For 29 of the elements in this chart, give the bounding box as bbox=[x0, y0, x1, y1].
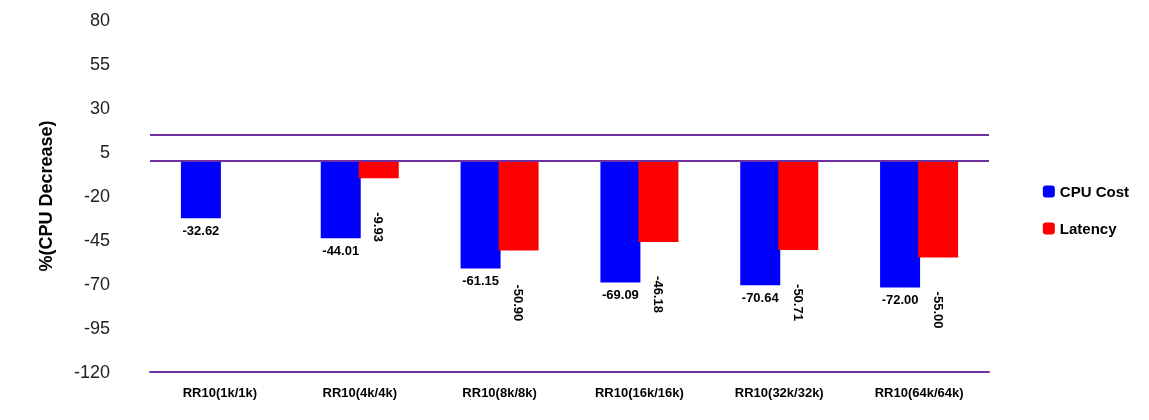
y-tick-label: -120 bbox=[73, 362, 110, 382]
y-tick-label: -45 bbox=[83, 230, 110, 250]
x-tick-label: RR10(8k/8k) bbox=[462, 385, 537, 400]
x-tick-label: RR10(16k/16k) bbox=[594, 385, 684, 400]
x-tick-label: RR10(32k/32k) bbox=[734, 385, 824, 400]
y-tick-label: 30 bbox=[89, 98, 110, 118]
data-label: -44.01 bbox=[322, 242, 360, 258]
data-label: -55.00 bbox=[930, 291, 946, 329]
data-label: -69.09 bbox=[601, 286, 639, 302]
data-label: -70.64 bbox=[741, 289, 780, 305]
data-label: -9.93 bbox=[371, 212, 387, 242]
y-tick-label: -70 bbox=[83, 274, 110, 294]
x-tick-label: RR10(64k/64k) bbox=[874, 385, 964, 400]
x-tick-label: RR10(1k/1k) bbox=[182, 385, 258, 400]
y-tick-label: 5 bbox=[99, 142, 110, 162]
y-tick-label: 55 bbox=[89, 54, 110, 74]
legend-label: Latency bbox=[1059, 220, 1118, 237]
data-label: -61.15 bbox=[462, 272, 500, 288]
data-label: -32.62 bbox=[182, 222, 220, 238]
y-tick-label: -20 bbox=[83, 186, 110, 206]
y-tick-label: -95 bbox=[83, 318, 110, 338]
legend-label: CPU Cost bbox=[1059, 183, 1129, 200]
data-label: -72.00 bbox=[881, 292, 919, 308]
x-tick-label: RR10(4k/4k) bbox=[322, 385, 397, 400]
data-label: -46.18 bbox=[650, 276, 666, 313]
y-tick-label: 80 bbox=[89, 10, 110, 30]
y-axis-title: %(CPU Decrease) bbox=[36, 120, 56, 272]
data-label: -50.71 bbox=[790, 284, 806, 321]
data-label: -50.90 bbox=[511, 284, 527, 322]
